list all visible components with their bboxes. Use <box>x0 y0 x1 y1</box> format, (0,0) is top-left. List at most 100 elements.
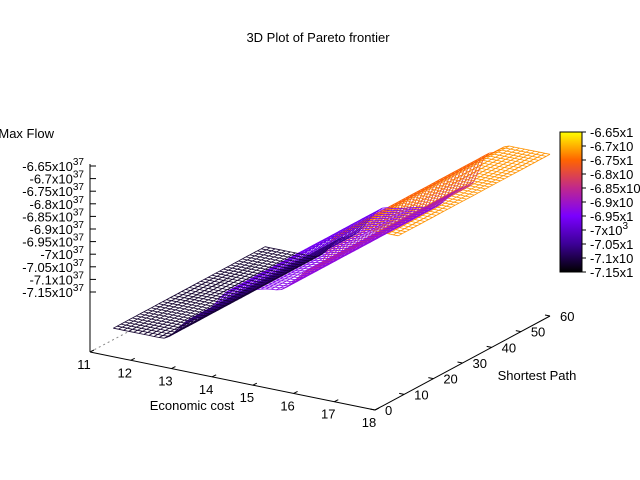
mesh-segment <box>336 243 343 256</box>
mesh-segment <box>325 249 332 262</box>
mesh-segment <box>417 223 422 226</box>
mesh-segment <box>455 202 460 206</box>
mesh-segment <box>496 171 502 173</box>
mesh-segment <box>285 270 291 274</box>
mesh-segment <box>459 168 466 181</box>
colorbar-tick-label: -7.15x1 <box>590 265 633 280</box>
mesh-segment <box>304 260 310 264</box>
mesh-segment <box>273 256 280 259</box>
mesh-segment <box>417 190 424 203</box>
mesh-segment <box>152 319 157 323</box>
mesh-segment <box>506 148 511 152</box>
mesh-segment <box>333 231 340 238</box>
mesh-segment <box>490 178 496 181</box>
mesh-segment <box>172 314 179 317</box>
mesh-segment <box>487 183 494 186</box>
mesh-segment <box>158 335 164 338</box>
mesh-segment <box>204 278 210 281</box>
mesh-segment <box>520 162 527 164</box>
mesh-segment <box>185 322 191 325</box>
mesh-segment <box>499 164 504 167</box>
mesh-segment <box>204 301 210 304</box>
mesh-segment <box>148 335 155 337</box>
mesh-segment <box>229 282 234 285</box>
mesh-segment <box>399 217 406 222</box>
mesh-segment <box>500 157 506 160</box>
mesh-segment <box>292 261 299 267</box>
mesh-segment <box>222 288 228 290</box>
mesh-segment <box>186 290 191 293</box>
mesh-segment <box>473 181 479 185</box>
mesh-segment <box>442 185 448 188</box>
y-tick <box>457 361 463 364</box>
mesh-segment <box>207 274 213 278</box>
mesh-segment <box>435 190 442 203</box>
mesh-segment <box>191 302 196 306</box>
mesh-segment <box>165 318 171 321</box>
mesh-segment <box>287 256 294 259</box>
mesh-segment <box>271 261 277 264</box>
mesh-segment <box>200 278 205 282</box>
mesh-segment <box>184 308 190 311</box>
mesh-segment <box>300 257 307 263</box>
mesh-segment <box>425 204 431 211</box>
mesh-segment <box>281 252 287 255</box>
mesh-segment <box>232 276 237 280</box>
mesh-segment <box>193 318 199 321</box>
mesh-segment <box>403 225 409 227</box>
mesh-segment <box>218 276 223 280</box>
mesh-segment <box>124 321 130 324</box>
mesh-segment <box>422 205 429 210</box>
mesh-segment <box>175 296 180 300</box>
mesh-segment <box>491 168 496 171</box>
mesh-segment <box>262 277 269 283</box>
mesh-segment <box>165 327 170 331</box>
mesh-segment <box>194 286 199 289</box>
mesh-segment <box>201 295 208 298</box>
mesh-segment <box>455 193 461 196</box>
mesh-segment <box>262 251 268 254</box>
mesh-segment <box>338 240 344 242</box>
mesh-segment <box>444 176 451 189</box>
mesh-segment <box>182 294 189 296</box>
mesh-segment <box>263 254 269 257</box>
mesh-segment <box>454 179 461 193</box>
mesh-segment <box>195 291 201 293</box>
mesh-segment <box>167 313 173 316</box>
mesh-segment <box>235 263 240 267</box>
mesh-segment <box>432 205 439 209</box>
mesh-segment <box>470 194 475 198</box>
mesh-segment <box>518 155 524 158</box>
mesh-segment <box>145 325 151 328</box>
mesh-segment <box>444 200 449 204</box>
mesh-segment <box>480 165 486 167</box>
mesh-segment <box>154 305 161 308</box>
mesh-segment <box>215 284 221 286</box>
mesh-segment <box>455 170 462 183</box>
mesh-segment <box>188 317 194 320</box>
mesh-segment <box>209 291 215 293</box>
mesh-segment <box>258 276 265 278</box>
mesh-segment <box>298 258 304 261</box>
mesh-segment <box>203 296 208 300</box>
mesh-segment <box>270 269 276 272</box>
mesh-segment <box>544 152 551 155</box>
mesh-segment <box>190 290 196 292</box>
mesh-segment <box>166 333 172 335</box>
mesh-segment <box>491 158 497 161</box>
mesh-segment <box>514 167 519 170</box>
mesh-segment <box>229 284 235 286</box>
mesh-segment <box>166 299 172 302</box>
mesh-segment <box>429 210 436 213</box>
mesh-segment <box>206 283 211 286</box>
mesh-segment <box>367 213 374 219</box>
mesh-segment <box>208 288 214 290</box>
colorbar-tick-label: -7.05x1 <box>590 237 633 252</box>
mesh-segment <box>525 161 530 164</box>
mesh-segment <box>241 275 246 279</box>
mesh-segment <box>507 151 513 155</box>
mesh-segment <box>254 255 261 258</box>
mesh-segment <box>467 190 473 193</box>
mesh-segment <box>224 269 229 273</box>
mesh-segment <box>258 279 265 285</box>
